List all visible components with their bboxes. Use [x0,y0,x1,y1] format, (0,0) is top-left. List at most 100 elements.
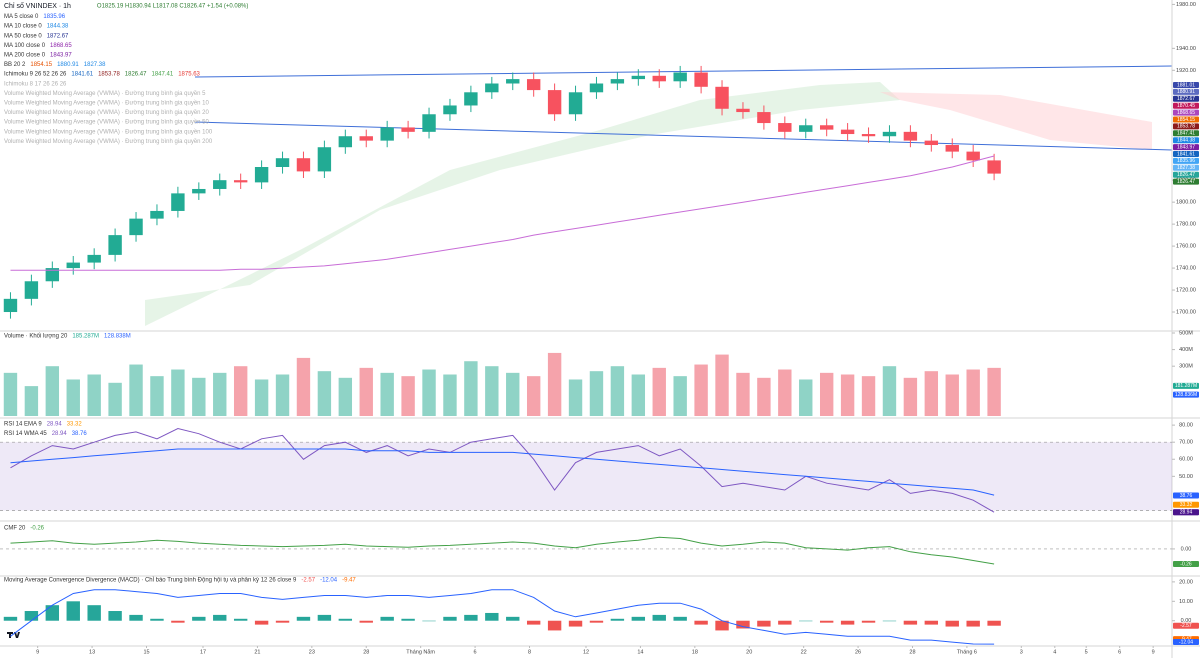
bar [924,620,939,625]
price-tag-label: 1841.61 [1177,151,1195,157]
price-tag-label: 1854.15 [1177,117,1195,123]
legend-value: 128.838M [104,334,131,340]
legend-name: Moving Average Convergence Divergence (M… [4,577,297,584]
bar [192,377,206,416]
bar [254,379,269,416]
price-tag [1173,130,1199,137]
x-tick-label: 23 [309,649,315,655]
candle-body [380,127,394,141]
bar [317,614,332,621]
y-tick-label: 1800.00 [1176,200,1196,206]
bar [171,620,185,623]
y-tick-label: 1740.00 [1176,266,1196,272]
x-tick-label: 5 [1085,649,1088,655]
bar [233,618,248,621]
bar [903,377,918,416]
bar [631,616,646,621]
candle-body [526,79,541,91]
bar [66,601,80,621]
bar [736,372,750,416]
x-tick-label: 6 [1118,649,1121,655]
legend-value: 1844.38 [47,24,69,30]
bar [568,620,583,627]
x-tick-label: 18 [692,649,698,655]
candle-body [987,160,1001,174]
candle-body [506,79,520,84]
candle-body [757,112,771,124]
price-tag [1173,164,1199,171]
candle-body [338,136,353,148]
x-tick-label: 6 [474,649,477,655]
candle-body [799,125,813,132]
bar [903,620,918,625]
candle-body [819,125,834,130]
y-tick-label: 1920.00 [1176,68,1196,74]
candle-body [610,79,625,84]
bar [757,620,771,627]
ohlc: O1825.19 H1830.94 L1817.08 C1826.47 +1.5… [97,4,248,10]
candle-body [652,75,666,82]
candle-body [422,114,436,132]
price-tag-label: 1870.45 [1177,103,1195,109]
band-fill [0,442,1172,511]
bar [129,364,143,416]
price-tag [1173,178,1199,185]
y-tick-label: 20.00 [1179,579,1193,585]
x-tick-label: 26 [855,649,861,655]
y-tick-label: 1980.00 [1176,2,1196,8]
price-tag-label: -0.26 [1180,561,1192,567]
candle-body [589,83,604,93]
bar [338,377,353,416]
bar [861,376,876,416]
legend-value: 1843.97 [50,52,72,58]
legend-value: 1854.15 [30,62,52,68]
y-tick-label: 1780.00 [1176,222,1196,228]
legend-name: MA 10 close 0 [4,24,42,30]
bar [213,614,227,621]
candle-body [485,83,499,93]
bar [401,376,415,416]
candle-body [715,86,729,109]
legend-value: -2.57 [301,578,315,584]
price-tag [1173,95,1199,102]
legend-value: 1847.41 [152,72,174,78]
legend-name: CMF 20 [4,526,26,532]
price-tag-label: 1872.67 [1177,96,1195,102]
bar [422,620,436,622]
candle-body [66,262,80,269]
bar [694,364,708,416]
legend-name: Ichimoku 9 26 52 26 26 [4,72,67,78]
bar [610,618,625,621]
bar [715,354,729,416]
legend-value: 1880.91 [57,62,79,68]
legend-name: Volume Weighted Moving Average (VWMA) · … [4,100,210,106]
x-tick-label: 9 [1152,649,1155,655]
bar [443,374,457,416]
x-tick-label: 4 [1053,649,1056,655]
price-tag-label: 1826.47 [1177,179,1195,185]
y-tick-label: 0.00 [1181,618,1192,624]
candle-body [547,90,562,115]
candle-body [778,123,792,132]
bar [380,616,394,621]
bar [359,367,373,416]
price-tag [1173,509,1199,516]
bar [652,367,666,416]
price-tag-label: -12.04 [1179,639,1193,645]
price-tag [1173,639,1199,645]
y-tick-label: 70.00 [1179,440,1193,446]
price-tag [1173,144,1199,151]
price-tag-label: 128.836M [1175,392,1197,398]
price-tag-label: 1827.38 [1177,165,1195,171]
x-tick-label: 3 [1020,649,1023,655]
candle-body [464,92,478,106]
bar [966,620,980,627]
candle-body [840,129,855,135]
candle-body [882,131,897,137]
bar [422,369,436,416]
legend-name: Volume Weighted Moving Average (VWMA) · … [4,110,210,116]
line [10,448,995,496]
price-tag [1173,88,1199,95]
candle-body [233,180,248,183]
